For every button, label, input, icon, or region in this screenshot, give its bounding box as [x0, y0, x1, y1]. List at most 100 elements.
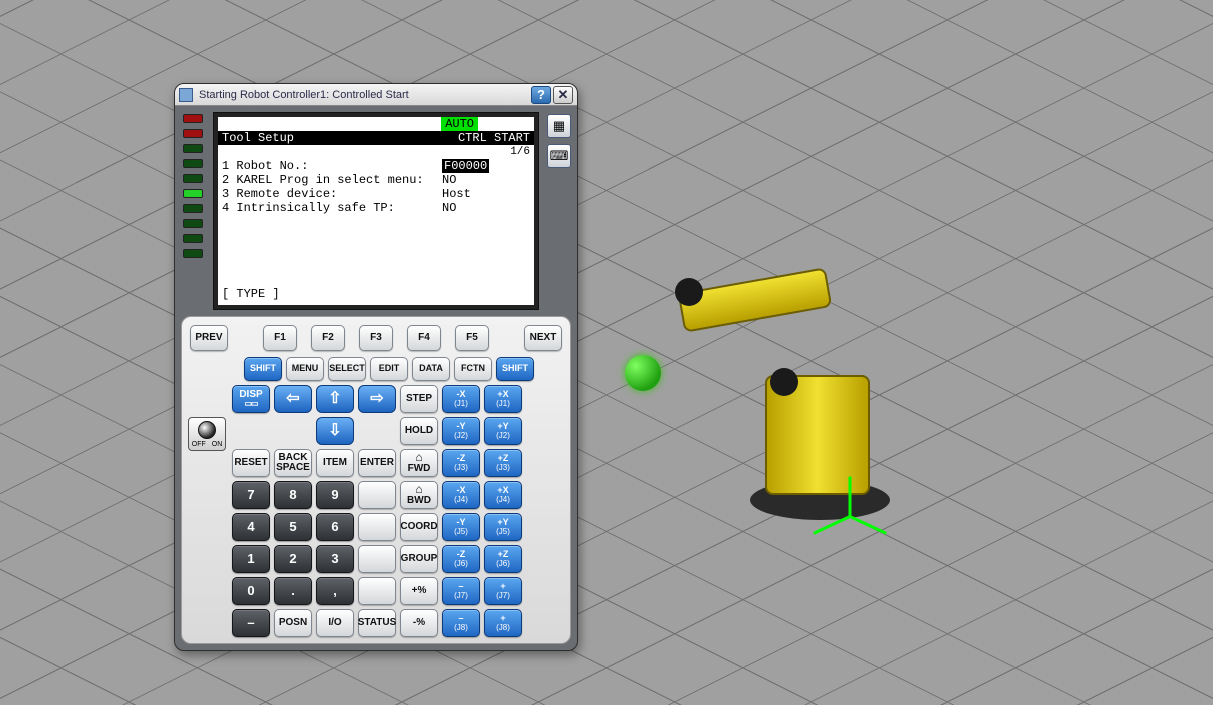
- data-button[interactable]: DATA: [412, 357, 450, 381]
- help-button[interactable]: ?: [531, 86, 551, 104]
- screen-header-right: CTRL START: [458, 131, 530, 145]
- blank-d4[interactable]: [358, 481, 396, 509]
- mode-indicator: AUTO: [441, 117, 478, 131]
- status-button[interactable]: STATUS: [358, 609, 396, 637]
- plus-percent-button[interactable]: +%: [400, 577, 438, 605]
- jog-neg-j3[interactable]: -Z(J3): [442, 449, 480, 477]
- num-7[interactable]: 7: [232, 481, 270, 509]
- robot-model[interactable]: [620, 250, 920, 550]
- robot-joint: [770, 368, 798, 396]
- screen-row-value: NO: [442, 173, 456, 187]
- bwd-button[interactable]: ⌂BWD: [400, 481, 438, 509]
- arrow-down-button[interactable]: ⇩: [316, 417, 354, 445]
- screen-row-label: 1 Robot No.:: [222, 159, 442, 173]
- num-5[interactable]: 5: [274, 513, 312, 541]
- shift-right-button[interactable]: SHIFT: [496, 357, 534, 381]
- jog-neg-j6[interactable]: -Z(J6): [442, 545, 480, 573]
- jog-pos-j4[interactable]: +X(J4): [484, 481, 522, 509]
- f3-button[interactable]: F3: [359, 325, 393, 351]
- window-title: Starting Robot Controller1: Controlled S…: [199, 89, 409, 101]
- posn-button[interactable]: POSN: [274, 609, 312, 637]
- keypad-panel: PREV F1 F2 F3 F4 F5 NEXT SHIFT MENU SELE…: [181, 316, 571, 644]
- f1-button[interactable]: F1: [263, 325, 297, 351]
- step-button[interactable]: STEP: [400, 385, 438, 413]
- jog-pos-j8[interactable]: +(J8): [484, 609, 522, 637]
- side-keyboard-button[interactable]: ⌨: [547, 144, 571, 168]
- enter-button[interactable]: ENTER: [358, 449, 396, 477]
- side-calculator-button[interactable]: ▦: [547, 114, 571, 138]
- num-9[interactable]: 9: [316, 481, 354, 509]
- num-3[interactable]: 3: [316, 545, 354, 573]
- num-2[interactable]: 2: [274, 545, 312, 573]
- num-0[interactable]: 0: [232, 577, 270, 605]
- fwd-button[interactable]: ⌂FWD: [400, 449, 438, 477]
- disp-button[interactable]: DISP▭▭: [232, 385, 270, 413]
- f2-button[interactable]: F2: [311, 325, 345, 351]
- teach-pendant-window: Starting Robot Controller1: Controlled S…: [174, 83, 578, 651]
- axis-x: [849, 515, 887, 535]
- coord-button[interactable]: COORD: [400, 513, 438, 541]
- jog-pos-j3[interactable]: +Z(J3): [484, 449, 522, 477]
- screen-row-value: F00000: [442, 159, 489, 173]
- menu-button[interactable]: MENU: [286, 357, 324, 381]
- num-comma[interactable]: ,: [316, 577, 354, 605]
- prev-button[interactable]: PREV: [190, 325, 228, 351]
- keypad-grid: DISP▭▭ ⇦ ⇧ ⇨ STEP -X(J1) +X(J1) ⇩ HOLD -…: [232, 385, 564, 637]
- edit-button[interactable]: EDIT: [370, 357, 408, 381]
- pendant-screen-frame: AUTO Tool Setup CTRL START 1/6 1 Robot N…: [213, 112, 539, 310]
- num-dot[interactable]: .: [274, 577, 312, 605]
- fctn-button[interactable]: FCTN: [454, 357, 492, 381]
- close-button[interactable]: ✕: [553, 86, 573, 104]
- f5-button[interactable]: F5: [455, 325, 489, 351]
- shift-left-button[interactable]: SHIFT: [244, 357, 282, 381]
- jog-neg-j1[interactable]: -X(J1): [442, 385, 480, 413]
- screen-row: 4 Intrinsically safe TP:NO: [222, 201, 530, 215]
- num-minus[interactable]: –: [232, 609, 270, 637]
- num-6[interactable]: 6: [316, 513, 354, 541]
- arrow-right-button[interactable]: ⇨: [358, 385, 396, 413]
- jog-neg-j4[interactable]: -X(J4): [442, 481, 480, 509]
- group-button[interactable]: GROUP: [400, 545, 438, 573]
- minus-percent-button[interactable]: -%: [400, 609, 438, 637]
- screen-pager: 1/6: [510, 145, 530, 159]
- jog-neg-j7[interactable]: –(J7): [442, 577, 480, 605]
- arrow-left-button[interactable]: ⇦: [274, 385, 312, 413]
- select-button[interactable]: SELECT: [328, 357, 366, 381]
- axis-gizmo[interactable]: [810, 485, 890, 545]
- f4-button[interactable]: F4: [407, 325, 441, 351]
- jog-neg-j5[interactable]: -Y(J5): [442, 513, 480, 541]
- screen-row-value: Host: [442, 187, 471, 201]
- on-off-switch[interactable]: OFF ON: [188, 417, 226, 451]
- arrow-up-button[interactable]: ⇧: [316, 385, 354, 413]
- window-titlebar[interactable]: Starting Robot Controller1: Controlled S…: [175, 84, 577, 106]
- blank-g4[interactable]: [358, 577, 396, 605]
- reset-button[interactable]: RESET: [232, 449, 270, 477]
- num-4[interactable]: 4: [232, 513, 270, 541]
- jog-pos-j1[interactable]: +X(J1): [484, 385, 522, 413]
- hold-button[interactable]: HOLD: [400, 417, 438, 445]
- blank-f4[interactable]: [358, 545, 396, 573]
- screen-row: 2 KAREL Prog in select menu:NO: [222, 173, 530, 187]
- jog-neg-j2[interactable]: -Y(J2): [442, 417, 480, 445]
- screen-row: 3 Remote device:Host: [222, 187, 530, 201]
- status-led-strip: [183, 114, 203, 258]
- num-1[interactable]: 1: [232, 545, 270, 573]
- screen-row-value: NO: [442, 201, 456, 215]
- blank-e4[interactable]: [358, 513, 396, 541]
- jog-neg-j8[interactable]: –(J8): [442, 609, 480, 637]
- jog-pos-j6[interactable]: +Z(J6): [484, 545, 522, 573]
- axis-y: [813, 515, 851, 535]
- item-button[interactable]: ITEM: [316, 449, 354, 477]
- jog-pos-j7[interactable]: +(J7): [484, 577, 522, 605]
- screen-header: Tool Setup CTRL START: [218, 131, 534, 145]
- status-led-2: [183, 144, 203, 153]
- status-led-6: [183, 204, 203, 213]
- jog-pos-j2[interactable]: +Y(J2): [484, 417, 522, 445]
- power-knob-icon: [198, 421, 216, 439]
- pendant-screen: AUTO Tool Setup CTRL START 1/6 1 Robot N…: [218, 117, 534, 305]
- num-8[interactable]: 8: [274, 481, 312, 509]
- next-button[interactable]: NEXT: [524, 325, 562, 351]
- jog-pos-j5[interactable]: +Y(J5): [484, 513, 522, 541]
- backspace-button[interactable]: BACKSPACE: [274, 449, 312, 477]
- io-button[interactable]: I/O: [316, 609, 354, 637]
